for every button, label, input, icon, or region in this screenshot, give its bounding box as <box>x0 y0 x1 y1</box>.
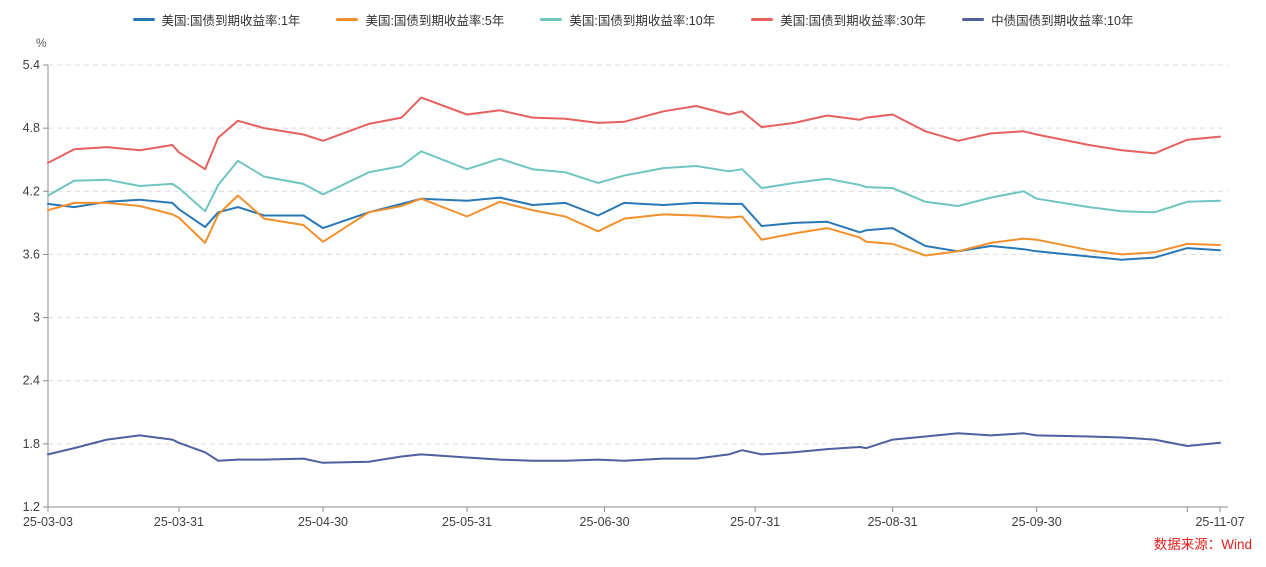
legend-item-label: 美国:国债到期收益率:1年 <box>161 14 301 28</box>
legend-item-label: 中债国债到期收益率:10年 <box>991 14 1134 28</box>
series-line-0 <box>47 196 1221 261</box>
series-line-3 <box>47 96 1221 171</box>
legend-item-label: 美国:国债到期收益率:5年 <box>365 14 505 28</box>
series-line-2 <box>47 150 1221 214</box>
x-tick-label: 25-04-30 <box>298 515 348 529</box>
legend: 美国:国债到期收益率:1年 美国:国债到期收益率:5年 美国:国债到期收益率:10年… <box>0 10 1266 29</box>
x-tick-label: 25-05-31 <box>442 515 492 529</box>
x-tick-label: 25-11-07 <box>1195 515 1244 529</box>
data-source-label: 数据来源：Wind <box>1153 537 1252 552</box>
x-tick-label: 25-03-31 <box>154 515 204 529</box>
legend-swatch-icon <box>132 18 155 21</box>
y-tick-label: 2.4 <box>23 374 40 388</box>
legend-item-2[interactable]: 美国:国债到期收益率:10年 <box>540 10 715 29</box>
legend-swatch-icon <box>336 18 359 21</box>
y-tick-label: 4.2 <box>23 184 40 198</box>
y-tick-label: 3 <box>33 311 40 325</box>
y-axis-unit-label: % <box>36 36 47 50</box>
legend-item-1[interactable]: 美国:国债到期收益率:5年 <box>336 10 504 29</box>
series-line-1 <box>47 194 1221 257</box>
legend-item-0[interactable]: 美国:国债到期收益率:1年 <box>132 10 301 29</box>
x-tick-label: 25-03-03 <box>23 515 73 529</box>
x-tick-label: 25-08-31 <box>868 515 918 529</box>
x-tick-label: 25-09-30 <box>1012 515 1062 529</box>
legend-swatch-icon <box>962 18 985 21</box>
y-tick-label: 3.6 <box>23 247 40 261</box>
y-tick-label: 5.4 <box>23 58 40 72</box>
y-tick-label: 1.2 <box>23 500 40 514</box>
x-tick-label: 25-07-31 <box>730 515 780 529</box>
legend-item-label: 美国:国债到期收益率:30年 <box>780 14 927 28</box>
legend-swatch-icon <box>540 18 563 21</box>
legend-swatch-icon <box>751 18 774 21</box>
legend-item-4[interactable]: 中债国债到期收益率:10年 <box>962 10 1133 29</box>
y-tick-label: 4.8 <box>23 121 40 135</box>
legend-item-label: 美国:国债到期收益率:10年 <box>569 14 716 28</box>
series-line-4 <box>47 432 1221 464</box>
x-tick-label: 25-06-30 <box>580 515 630 529</box>
y-tick-label: 1.8 <box>23 437 40 451</box>
legend-item-3[interactable]: 美国:国债到期收益率:30年 <box>751 10 926 29</box>
